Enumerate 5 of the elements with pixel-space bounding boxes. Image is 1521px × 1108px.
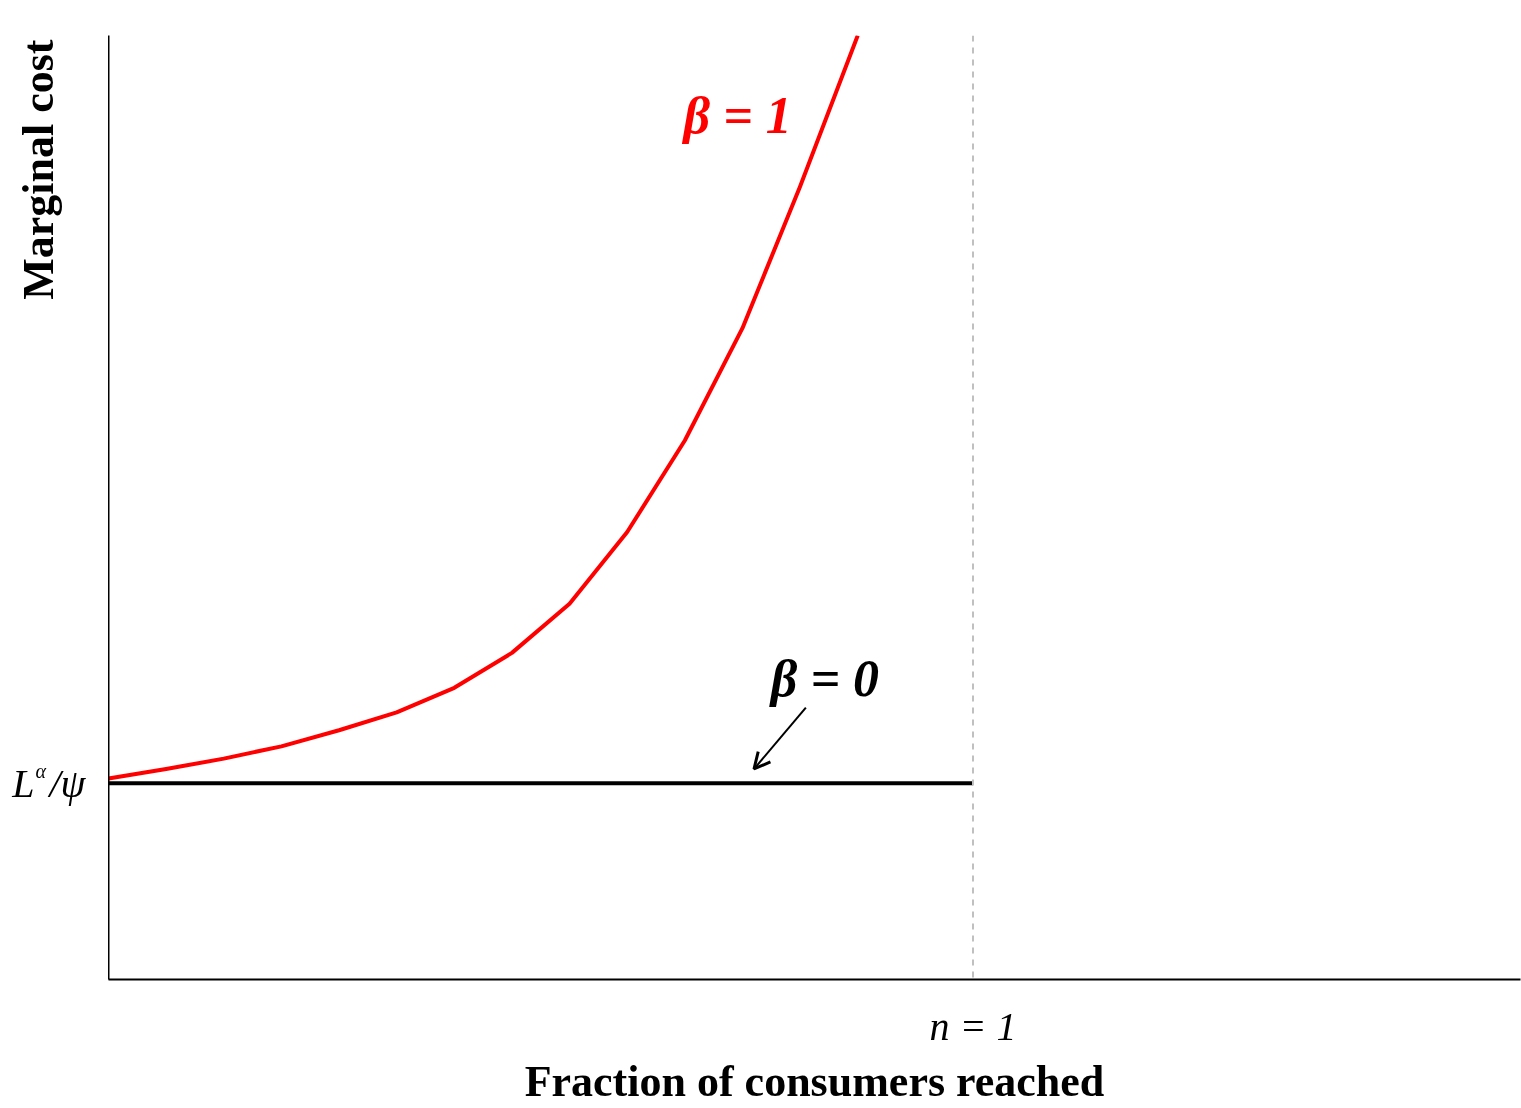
y-axis-title: Marginal cost [14, 39, 63, 300]
x-axis-title: Fraction of consumers reached [524, 1056, 1105, 1106]
annotation: β = 0 [768, 649, 880, 707]
annotation: β = 1 [681, 87, 792, 144]
text: n = 1 [929, 1003, 1017, 1049]
